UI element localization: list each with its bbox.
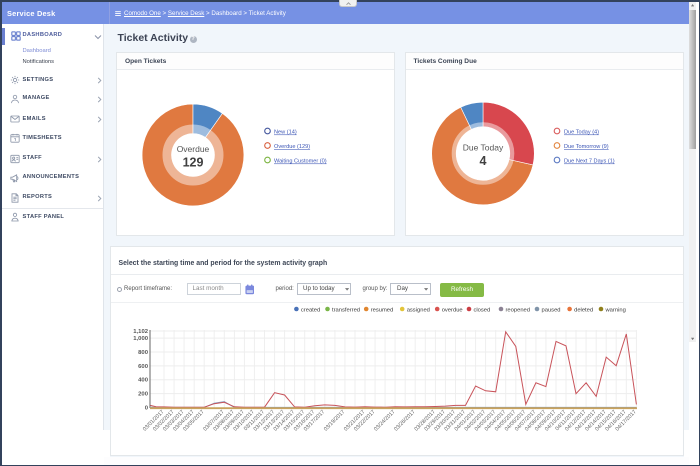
svg-text:resumed: resumed (371, 307, 394, 313)
svg-text:closed: closed (474, 307, 491, 313)
svg-text:overdue: overdue (442, 307, 463, 313)
svg-text:400: 400 (138, 378, 149, 384)
svg-text:1,102: 1,102 (133, 329, 148, 335)
svg-text:assigned: assigned (407, 307, 430, 313)
svg-text:warning: warning (605, 307, 626, 313)
svg-text:1,000: 1,000 (133, 336, 148, 342)
svg-text:129: 129 (183, 156, 204, 170)
svg-text:Due Today (4): Due Today (4) (564, 130, 599, 136)
svg-text:200: 200 (138, 392, 149, 398)
svg-text:800: 800 (138, 350, 149, 356)
svg-text:created: created (301, 307, 320, 313)
svg-text:Waiting Customer (0): Waiting Customer (0) (274, 159, 327, 165)
svg-text:transferred: transferred (332, 307, 360, 313)
svg-text:Due Today: Due Today (463, 143, 504, 153)
svg-text:Due Tomorrow (9): Due Tomorrow (9) (564, 144, 609, 150)
svg-text:0: 0 (145, 406, 149, 412)
svg-text:4: 4 (480, 154, 487, 168)
svg-text:Due Next 7 Days (1): Due Next 7 Days (1) (564, 159, 615, 165)
svg-text:600: 600 (138, 364, 149, 370)
svg-text:reopened: reopened (506, 307, 531, 313)
svg-text:deleted: deleted (574, 307, 593, 313)
svg-text:Overdue (129): Overdue (129) (274, 144, 310, 150)
svg-text:New (14): New (14) (274, 130, 297, 136)
svg-text:Overdue: Overdue (177, 144, 210, 154)
svg-text:paused: paused (542, 307, 561, 313)
